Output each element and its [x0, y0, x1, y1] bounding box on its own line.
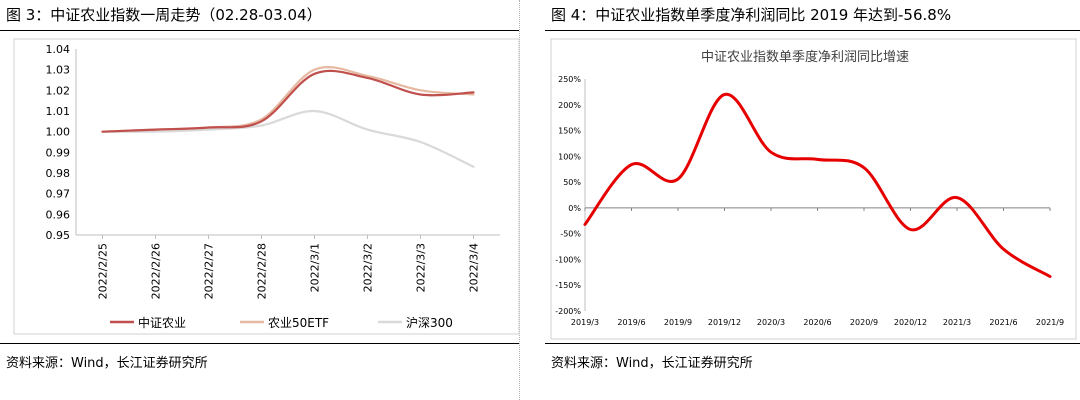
- figure-4-top-rule: [545, 30, 1080, 31]
- y-tick-label: 100%: [558, 152, 581, 161]
- series-line-0: [101, 69, 475, 133]
- y-tick-label: 1.04: [46, 43, 71, 56]
- figure-3-top-rule: [0, 30, 519, 31]
- figure-3-chart-svg: 0.95 0.96 0.97 0.98 0.99 1.00 1.01 1.02 1.03 1.04…: [13, 38, 520, 335]
- x-tick-label: 2021/3: [943, 318, 971, 327]
- x-tick-label: 2022/2/28: [256, 243, 269, 299]
- figure-4-chart-svg: 中证农业指数单季度净利润同比增速 -200% -150% -100% -50% 0% 50%…: [550, 38, 1077, 340]
- figure-4-bottom-rule: [545, 343, 1080, 344]
- figure-4-chart: 中证农业指数单季度净利润同比增速 -200% -150% -100% -50% 0% 50%…: [545, 31, 1080, 347]
- x-tick-label: 2022/3/1: [309, 243, 322, 292]
- x-tick-label: 2019/9: [664, 318, 692, 327]
- x-tick-label: 2020/9: [850, 318, 878, 327]
- x-tick-label: 2020/12: [894, 318, 927, 327]
- x-tick-label: 2020/3: [757, 318, 785, 327]
- x-tick-label: 2019/3: [571, 318, 599, 327]
- x-tick-label: 2022/3/2: [362, 243, 375, 292]
- figure-3-title: 图 3：中证农业指数一周走势（02.28-03.04）: [6, 6, 322, 24]
- y-tick-label: 0.99: [46, 146, 71, 159]
- figure-3-chart: 0.95 0.96 0.97 0.98 0.99 1.00 1.01 1.02 1.03 1.04…: [0, 31, 520, 347]
- x-tick-label: 2022/2/25: [97, 243, 110, 299]
- x-tick-label: 2021/9: [1036, 318, 1064, 327]
- y-tick-label: 200%: [558, 101, 581, 110]
- y-tick-label: 0.97: [46, 188, 71, 201]
- series-line-1: [101, 65, 475, 133]
- y-tick-label: -150%: [555, 281, 581, 290]
- series-line-2: [101, 109, 475, 168]
- figure-3-source: 资料来源：Wind，长江证券研究所: [6, 356, 208, 371]
- y-tick-label: -200%: [555, 307, 581, 316]
- y-tick-label: 0.98: [46, 167, 71, 180]
- figure-4-title: 图 4：中证农业指数单季度净利润同比 2019 年达到-56.8%: [551, 6, 952, 24]
- x-tick-label: 2022/3/4: [468, 243, 481, 292]
- y-tick-label: 0.95: [46, 229, 71, 242]
- legend-label-1: 农业50ETF: [268, 316, 329, 330]
- y-tick-label: -100%: [555, 255, 581, 264]
- y-tick-label: 1.03: [46, 64, 71, 77]
- y-tick-label: 1.01: [46, 105, 71, 118]
- y-tick-label: 0.96: [46, 208, 71, 221]
- x-tick-label: 2020/6: [803, 318, 831, 327]
- chart-area-border: [13, 38, 520, 335]
- chart-title: 中证农业指数单季度净利润同比增速: [701, 49, 909, 65]
- y-tick-label: 1.00: [46, 126, 71, 139]
- y-tick-label: -50%: [560, 230, 581, 239]
- x-tick-label: 2022/2/26: [150, 243, 163, 299]
- y-tick-label: 0%: [568, 204, 581, 213]
- legend-label-0: 中证农业: [138, 315, 186, 330]
- x-tick-label: 2022/3/3: [415, 243, 428, 292]
- figure-4-source: 资料来源：Wind，长江证券研究所: [551, 356, 753, 371]
- x-tick-label: 2021/6: [989, 318, 1017, 327]
- y-tick-label: 50%: [563, 178, 581, 187]
- x-tick-label: 2019/12: [708, 318, 741, 327]
- x-tick-label: 2022/2/27: [203, 243, 216, 299]
- figure-3-bottom-rule: [0, 343, 519, 344]
- y-tick-label: 250%: [558, 75, 581, 84]
- legend-label-2: 沪深300: [406, 316, 453, 330]
- figure-4-panel: 图 4：中证农业指数单季度净利润同比 2019 年达到-56.8% 中证农业指数…: [545, 0, 1080, 400]
- x-tick-label: 2019/6: [617, 318, 645, 327]
- y-tick-label: 150%: [558, 127, 581, 136]
- y-tick-label: 1.02: [46, 84, 71, 97]
- series-line-net-profit-yoy: [583, 92, 1052, 278]
- chart-area-border: [550, 38, 1077, 340]
- figure-3-panel: 图 3：中证农业指数一周走势（02.28-03.04） 0.95 0.96 0.97…: [0, 0, 520, 400]
